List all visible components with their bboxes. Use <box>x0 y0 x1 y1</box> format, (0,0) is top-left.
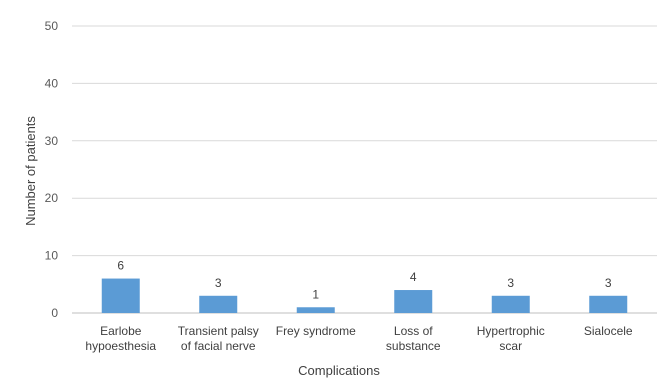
y-tick-label: 10 <box>45 249 59 263</box>
y-tick-label: 0 <box>51 306 58 320</box>
bar <box>199 295 238 313</box>
data-labels: 6 3 1 4 3 3 <box>117 259 612 302</box>
data-label: 3 <box>215 276 222 290</box>
y-tick-label: 20 <box>45 191 59 205</box>
x-tick-label: substance <box>386 339 441 353</box>
x-tick-label: Frey syndrome <box>276 324 356 338</box>
y-axis-title: Number of patients <box>23 116 38 226</box>
x-axis-title: Complications <box>298 363 380 378</box>
bar <box>589 295 628 313</box>
y-tick-label: 30 <box>45 134 59 148</box>
x-tick-label: hypoesthesia <box>85 339 156 353</box>
x-tick-label: scar <box>499 339 522 353</box>
bars <box>101 278 628 313</box>
x-tick-label: of facial nerve <box>181 339 256 353</box>
y-axis-ticks: 0 10 20 30 40 50 <box>45 19 59 320</box>
x-tick-label: Sialocele <box>584 324 633 338</box>
y-tick-label: 40 <box>45 76 59 90</box>
x-tick-label: Transient palsy <box>178 324 259 338</box>
x-tick-label: Hypertrophic <box>477 324 545 338</box>
bar <box>491 295 530 313</box>
data-label: 6 <box>117 259 124 273</box>
y-tick-label: 50 <box>45 19 59 33</box>
data-label: 3 <box>507 276 514 290</box>
data-label: 1 <box>312 287 319 301</box>
x-tick-label: Earlobe <box>100 324 142 338</box>
bar <box>101 278 140 313</box>
bar <box>394 290 433 313</box>
data-label: 4 <box>410 270 417 284</box>
gridlines <box>72 25 657 314</box>
bar <box>296 307 335 313</box>
x-tick-label: Loss of <box>394 324 433 338</box>
data-label: 3 <box>605 276 612 290</box>
